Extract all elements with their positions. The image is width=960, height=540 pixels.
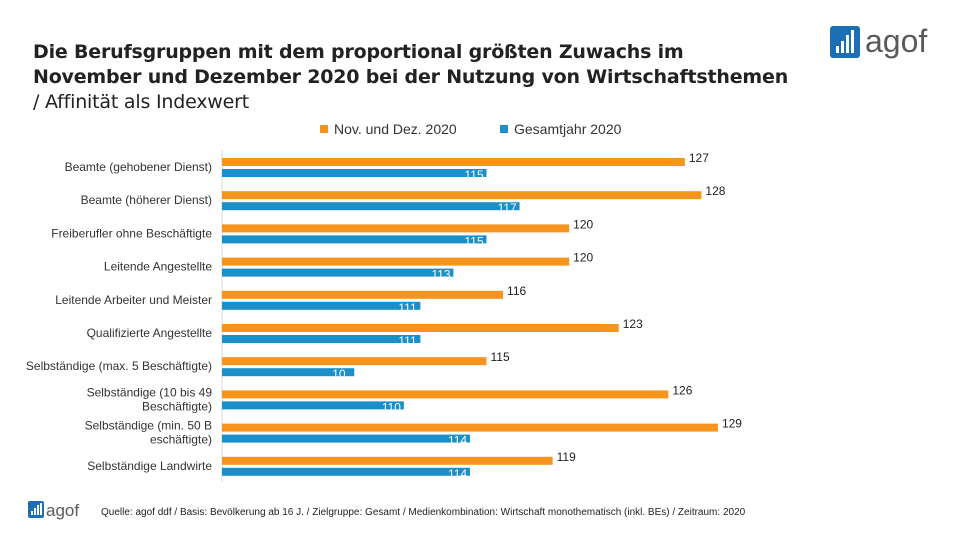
bar-nov-dez [222, 224, 570, 233]
legend-item-gesamtjahr: Gesamtjahr 2020 [500, 121, 621, 137]
title-bold: Die Berufsgruppen mit dem proportional g… [33, 41, 789, 88]
bar-nov-dez [222, 456, 553, 465]
bar-gesamtjahr [222, 368, 355, 377]
category-label: Selbständige Landwirte [87, 459, 212, 473]
page-title: Die Berufsgruppen mit dem proportional g… [33, 40, 793, 115]
category-label: Leitende Angestellte [104, 260, 212, 274]
data-label-gesamtjahr: 117 [498, 201, 517, 215]
data-label-nov-dez: 120 [573, 217, 593, 231]
logo-text: agof [865, 23, 927, 59]
data-label-gesamtjahr: 110 [382, 400, 401, 414]
data-label-nov-dez: 128 [705, 184, 725, 198]
data-label-nov-dez: 120 [573, 251, 593, 265]
data-label-gesamtjahr: 115 [465, 234, 484, 248]
bar-nov-dez [222, 357, 487, 366]
category-label: Qualifizierte Angestellte [87, 326, 213, 340]
data-label-gesamtjahr: 115 [465, 168, 484, 182]
bar-nov-dez [222, 257, 570, 266]
bar-gesamtjahr [222, 169, 487, 177]
category-label: Selbständige (max. 5 Beschäftigte) [26, 359, 212, 373]
data-label-gesamtjahr: 111 [398, 334, 417, 348]
bar-gesamtjahr [222, 434, 470, 443]
data-label-nov-dez: 116 [507, 284, 526, 298]
bar-nov-dez [222, 191, 702, 200]
source-note: Quelle: agof ddf / Basis: Bevölkerung ab… [101, 507, 746, 518]
category-label: Selbständige (10 bis 49 Beschäftigte) [87, 385, 213, 413]
legend-item-nov-dez: Nov. und Dez. 2020 [320, 121, 457, 137]
bar-gesamtjahr [222, 401, 404, 410]
data-label-nov-dez: 127 [689, 151, 709, 165]
data-label-nov-dez: 129 [722, 417, 742, 431]
legend-swatch-blue [500, 125, 508, 133]
bar-nov-dez [222, 390, 669, 399]
bar-gesamtjahr [222, 202, 520, 211]
bar-gesamtjahr [222, 335, 421, 343]
data-label-gesamtjahr: 114 [448, 467, 467, 481]
legend-swatch-orange [320, 125, 328, 133]
data-label-gesamtjahr: 114 [448, 434, 467, 448]
data-label-gesamtjahr: 113 [431, 268, 450, 282]
category-label: Beamte (gehobener Dienst) [65, 160, 212, 174]
legend-label: Gesamtjahr 2020 [514, 121, 622, 137]
bar-nov-dez [222, 324, 619, 332]
data-label-nov-dez: 115 [491, 350, 510, 364]
data-label-nov-dez: 123 [623, 317, 643, 331]
bar-gesamtjahr [222, 268, 454, 277]
agof-logo-small: agof [28, 501, 79, 520]
category-label: Leitende Arbeiter und Meister [55, 293, 212, 307]
category-label: Beamte (höherer Dienst) [81, 193, 212, 207]
bar-gesamtjahr [222, 301, 421, 310]
bar-nov-dez [222, 423, 718, 432]
bar-nov-dez [222, 290, 504, 299]
category-label: Freiberufler ohne Beschäftigte [51, 226, 212, 240]
data-label-nov-dez: 119 [557, 450, 576, 464]
data-label-gesamtjahr: 111 [398, 301, 417, 315]
legend-label: Nov. und Dez. 2020 [334, 121, 457, 137]
bar-gesamtjahr [222, 467, 470, 476]
data-label-gesamtjahr: 10 [332, 367, 346, 381]
bar-gesamtjahr [222, 235, 487, 244]
title-rest: / Affinität als Indexwert [33, 91, 249, 113]
bar-nov-dez [222, 158, 685, 166]
data-label-nov-dez: 126 [672, 383, 692, 397]
logo-text: agof [46, 501, 79, 520]
agof-logo: agof [830, 23, 927, 59]
